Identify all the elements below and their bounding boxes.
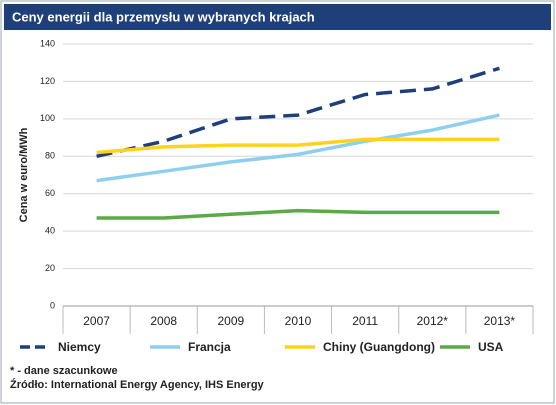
x-tick-label: 2010 <box>285 314 312 328</box>
series-line <box>96 208 500 220</box>
y-tick-label: 60 <box>45 188 55 198</box>
x-tick-label: 2008 <box>150 314 177 328</box>
series-line <box>96 137 500 155</box>
legend-label: Chiny (Guangdong) <box>323 340 435 354</box>
y-tick-label: 0 <box>50 300 55 310</box>
legend-label: Francja <box>188 340 231 354</box>
chart-title: Ceny energii dla przemysłu w wybranych k… <box>12 9 315 24</box>
y-tick-label: 100 <box>40 113 55 123</box>
series-line <box>96 113 500 183</box>
x-tick-label: 2012* <box>417 314 449 328</box>
y-tick-label: 140 <box>40 38 55 48</box>
x-tick-label: 2011 <box>352 314 378 328</box>
y-tick-label: 40 <box>45 226 55 236</box>
series-line <box>96 66 500 159</box>
y-axis-label: Cena w euro/MWh <box>18 127 30 222</box>
legend-label: USA <box>478 340 504 354</box>
title-bar <box>4 4 551 30</box>
x-tick-label: 2007 <box>83 314 110 328</box>
source-note: Źródło: International Energy Agency, IHS… <box>10 378 265 391</box>
y-tick-label: 20 <box>45 263 55 273</box>
x-tick-label: 2013* <box>484 314 516 328</box>
legend-label: Niemcy <box>58 340 101 354</box>
y-tick-label: 80 <box>45 151 55 161</box>
x-tick-label: 2009 <box>218 314 245 328</box>
y-tick-label: 120 <box>40 76 55 86</box>
footnote: * - dane szacunkowe <box>10 365 118 377</box>
